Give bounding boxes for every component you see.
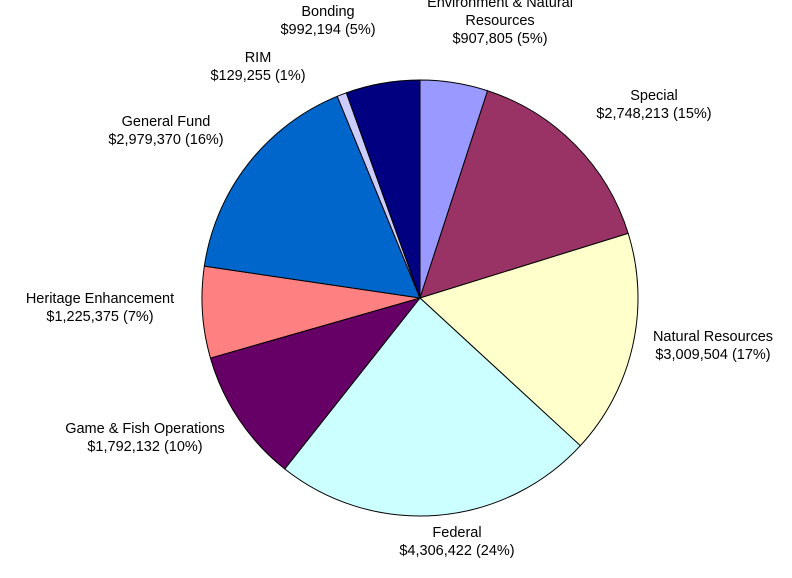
- slice-label-1: Special $2,748,213 (15%): [596, 88, 711, 122]
- slice-label-line: Special: [630, 88, 678, 104]
- slice-value-text: $907,805 (5%): [452, 31, 547, 47]
- slice-label-line: Federal: [432, 525, 481, 541]
- slice-value-text: $2,748,213 (15%): [596, 106, 711, 122]
- slice-label-line: General Fund: [122, 114, 211, 130]
- slice-value-text: $992,194 (5%): [280, 22, 375, 38]
- pie-slice-8: [345, 79, 421, 299]
- slice-label-line: RIM: [245, 50, 272, 66]
- slice-label-6: General Fund $2,979,370 (16%): [108, 114, 223, 148]
- slice-label-line: Environment & Natural: [427, 0, 573, 11]
- slice-label-0: Environment & Natural Resources $907,805 (…: [427, 0, 573, 47]
- slice-value-text: $4,306,422 (24%): [399, 543, 514, 559]
- slice-label-3: Federal $4,306,422 (24%): [399, 525, 514, 559]
- slice-label-line: Heritage Enhancement: [26, 291, 174, 307]
- pie-slice-6: [203, 95, 421, 299]
- slice-label-line: Game & Fish Operations: [65, 421, 225, 437]
- slice-label-4: Game & Fish Operations $1,792,132 (10%): [65, 421, 225, 455]
- pie-slice-2: [419, 232, 639, 447]
- slice-label-5: Heritage Enhancement $1,225,375 (7%): [26, 291, 174, 325]
- slice-label-line: Bonding: [301, 4, 354, 20]
- pie-slices: [201, 79, 639, 517]
- pie-slice-3: [284, 297, 581, 517]
- slice-label-2: Natural Resources $3,009,504 (17%): [653, 329, 773, 363]
- slice-label-line: Resources: [465, 13, 534, 29]
- pie-slice-1: [419, 90, 629, 299]
- slice-value-text: $1,225,375 (7%): [46, 309, 153, 325]
- slice-label-8: Bonding $992,194 (5%): [280, 4, 375, 38]
- slice-value-text: $1,792,132 (10%): [87, 439, 202, 455]
- slice-label-7: RIM $129,255 (1%): [210, 50, 305, 84]
- slice-value-text: $129,255 (1%): [210, 68, 305, 84]
- slice-value-text: $2,979,370 (16%): [108, 132, 223, 148]
- slice-label-line: Natural Resources: [653, 329, 773, 345]
- slice-value-text: $3,009,504 (17%): [655, 347, 770, 363]
- pie-labels: Environment & Natural Resources $907,805 (…: [26, 0, 773, 559]
- pie-slice-4: [209, 297, 421, 470]
